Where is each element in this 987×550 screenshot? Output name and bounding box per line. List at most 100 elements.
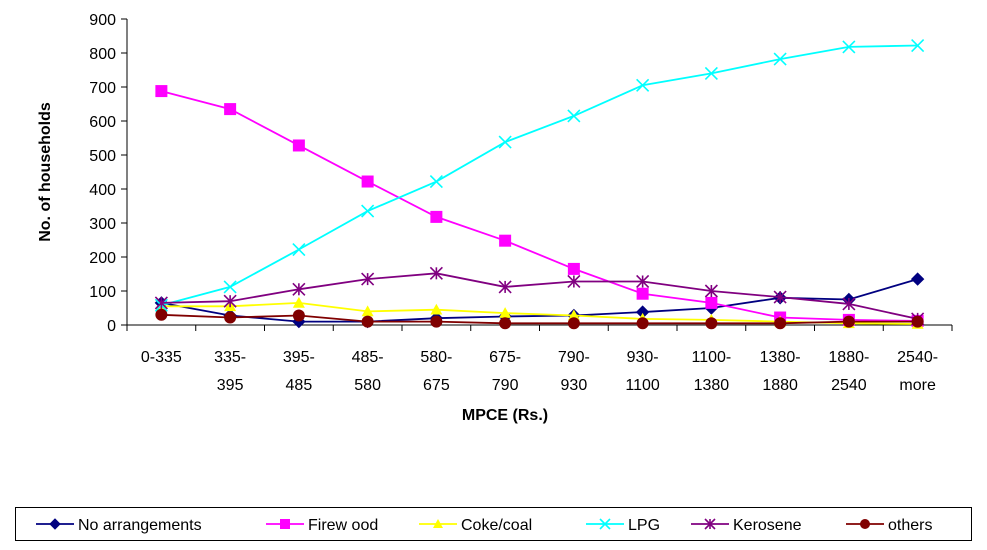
- x-tick-label: 675-790: [489, 349, 521, 394]
- series-layer: [154, 38, 925, 330]
- data-point: [154, 296, 168, 310]
- data-point: [292, 296, 305, 308]
- x-axis-title: MPCE (Rs.): [462, 407, 548, 424]
- data-point: [292, 282, 306, 296]
- marker-stroke: [704, 66, 718, 80]
- data-point: [223, 294, 237, 308]
- data-point: [911, 38, 925, 53]
- data-point: [567, 317, 580, 330]
- x-tick-label: 395-485: [283, 349, 315, 394]
- data-point: [361, 175, 374, 188]
- legend-item: Kerosene: [691, 517, 802, 534]
- series-others: [155, 308, 924, 330]
- data-point: [911, 315, 924, 328]
- x-tick-label: 485-580: [352, 349, 384, 394]
- data-point: [842, 297, 856, 311]
- data-point: [704, 284, 718, 298]
- marker-stroke: [292, 242, 306, 257]
- data-point: [155, 85, 168, 98]
- data-point: [704, 518, 716, 530]
- x-tick-label: 0-335: [141, 349, 182, 366]
- data-point: [636, 274, 650, 289]
- data-point: [705, 317, 718, 330]
- data-point: [842, 315, 855, 328]
- series-line: [161, 272, 918, 320]
- data-point: [498, 135, 512, 149]
- y-tick-label: 600: [89, 114, 116, 131]
- marker-stroke: [223, 280, 237, 294]
- data-point: [224, 103, 237, 116]
- series-line: [161, 313, 918, 325]
- data-point: [430, 303, 443, 315]
- data-point: [292, 242, 306, 257]
- data-point: [361, 272, 375, 286]
- data-point: [704, 66, 718, 80]
- y-tick-label: 200: [89, 250, 116, 267]
- data-point: [499, 234, 512, 247]
- data-point: [599, 518, 611, 530]
- marker-stroke: [773, 52, 787, 66]
- series-line: [161, 90, 918, 322]
- x-tick-label: 2540-more: [897, 349, 938, 394]
- data-point: [636, 317, 649, 330]
- data-point: [361, 305, 374, 317]
- y-tick-label: 700: [89, 80, 116, 97]
- marker-stroke: [636, 78, 650, 92]
- data-point: [292, 309, 305, 322]
- data-point: [773, 290, 787, 304]
- data-point: [433, 519, 443, 528]
- marker-stroke: [599, 518, 611, 530]
- series-kerosene: [154, 266, 925, 326]
- series-lpg: [154, 38, 925, 312]
- x-tick-label: 1880-2540: [828, 349, 869, 394]
- marker-stroke: [429, 174, 443, 189]
- data-point: [429, 174, 443, 189]
- data-point: [842, 40, 856, 54]
- data-point: [774, 317, 787, 330]
- data-point: [280, 519, 290, 529]
- y-tick-label: 800: [89, 46, 116, 63]
- marker-stroke: [498, 135, 512, 149]
- data-point: [361, 204, 375, 218]
- legend-item: No arrangements: [36, 517, 202, 534]
- data-point: [567, 109, 581, 123]
- x-tick-label: 790-930: [558, 349, 590, 394]
- data-point: [224, 311, 237, 324]
- legend-label: Coke/coal: [461, 517, 532, 534]
- data-point: [430, 210, 443, 223]
- x-axis: 0-335 335-395 395-485 485-580 580-675 675-790…: [126, 324, 953, 394]
- data-point: [705, 296, 718, 309]
- data-point: [361, 315, 374, 328]
- legend-item: others: [846, 517, 932, 534]
- x-tick-label: 1100-1380: [692, 349, 732, 394]
- data-point: [498, 280, 512, 294]
- legend-item: LPG: [586, 517, 660, 534]
- x-tick-label: 1380-1880: [760, 349, 801, 394]
- data-point: [499, 307, 512, 318]
- legend-label: Firew ood: [308, 517, 378, 534]
- data-point: [567, 309, 580, 321]
- marker-stroke: [361, 204, 375, 218]
- y-axis: 0 100 200 300 400 500 600 700 800 900: [89, 12, 128, 335]
- series-line: [161, 44, 918, 307]
- data-point: [155, 308, 168, 321]
- legend-label: LPG: [628, 517, 660, 534]
- data-point: [430, 315, 443, 328]
- y-tick-label: 900: [89, 12, 116, 29]
- data-point: [636, 287, 649, 300]
- legend-label: No arrangements: [78, 517, 202, 534]
- x-tick-label: 930-1100: [625, 349, 660, 394]
- marker-stroke: [911, 38, 925, 53]
- data-point: [567, 274, 581, 289]
- y-axis-title: No. of households: [37, 102, 54, 242]
- data-point: [773, 52, 787, 66]
- y-tick-label: 300: [89, 216, 116, 233]
- legend-item: Coke/coal: [419, 517, 532, 534]
- data-point: [292, 139, 305, 152]
- data-point: [499, 317, 512, 330]
- legend-label: Kerosene: [733, 517, 802, 534]
- y-tick-label: 500: [89, 148, 116, 165]
- data-point: [223, 280, 237, 294]
- data-point: [49, 518, 61, 530]
